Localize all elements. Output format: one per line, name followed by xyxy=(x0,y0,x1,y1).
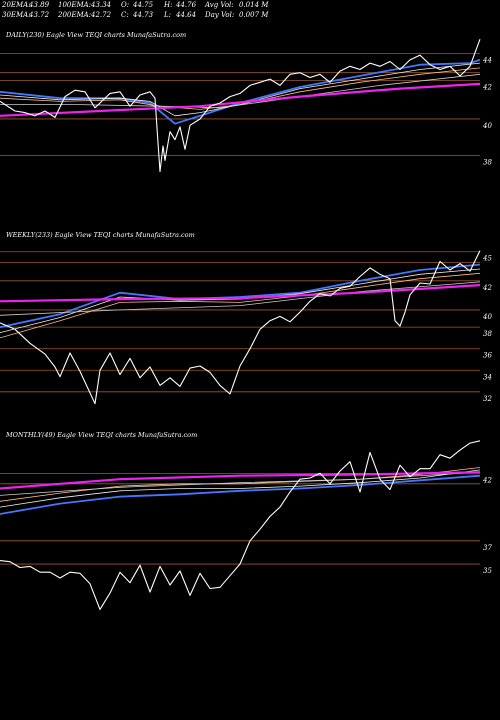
weekly-tick-label: 42 xyxy=(482,284,492,292)
daily-tick-label: 44 xyxy=(482,57,492,65)
weekly-tick-label: 38 xyxy=(483,330,492,338)
weekly-ema50-line xyxy=(0,272,481,339)
stat-label: 20EMA: xyxy=(2,1,31,9)
stat-label: O: xyxy=(121,1,130,9)
stat-label: Day Vol: xyxy=(205,11,235,19)
weekly-ema100-line xyxy=(0,281,481,316)
weekly-tick-label: 32 xyxy=(483,395,492,403)
stat-value: 44.76 xyxy=(176,1,197,9)
weekly-chart-title: WEEKLY(233) Eagle View TEQI charts Munaf… xyxy=(6,231,195,239)
monthly-ema200-line xyxy=(0,471,481,490)
stat-value: 44.73 xyxy=(133,11,154,19)
weekly-tick-label: 36 xyxy=(483,352,492,360)
monthly-tick-label: 35 xyxy=(483,567,492,575)
monthly-chart: 42 37 35 xyxy=(0,440,492,610)
daily-price-line xyxy=(0,39,481,173)
daily-ema100-line xyxy=(0,73,481,109)
weekly-tick-label: 40 xyxy=(482,313,492,321)
daily-ema30-line xyxy=(0,62,481,117)
weekly-ema200-line xyxy=(0,284,481,303)
stat-value: 44.64 xyxy=(176,11,197,19)
stat-value: 43.72 xyxy=(29,11,50,19)
stat-label: Avg Vol: xyxy=(205,1,234,9)
stat-value: 43.34 xyxy=(91,1,112,9)
daily-tick-label: 40 xyxy=(482,122,492,130)
daily-tick-label: 42 xyxy=(482,84,492,92)
stat-label: H: xyxy=(164,1,173,9)
monthly-chart-title: MONTHLY(49) Eagle View TEQI charts Munaf… xyxy=(6,431,198,439)
weekly-ema20-line xyxy=(0,263,481,329)
stat-value: 43.89 xyxy=(29,1,50,9)
weekly-price-line xyxy=(0,250,481,405)
daily-chart-title: DAILY(230) Eagle View TEQI charts Munafa… xyxy=(6,31,187,39)
stat-label: C: xyxy=(121,11,129,19)
monthly-tick-label: 42 xyxy=(482,476,492,484)
monthly-ema20-line xyxy=(0,474,481,515)
stat-value: 0.014 M xyxy=(239,1,269,9)
stat-label: 30EMA: xyxy=(2,11,31,19)
weekly-tick-label: 34 xyxy=(483,373,492,381)
daily-tick-label: 38 xyxy=(483,159,492,167)
monthly-ema30-line xyxy=(0,469,481,508)
stat-value: 0.007 M xyxy=(239,11,269,19)
stat-label: 100EMA: xyxy=(58,1,92,9)
monthly-price-line xyxy=(0,440,481,610)
monthly-ema50-line xyxy=(0,467,481,502)
stat-label: 200EMA: xyxy=(58,11,92,19)
stat-value: 44.75 xyxy=(133,1,154,9)
monthly-tick-label: 37 xyxy=(483,544,492,552)
daily-ema200-line xyxy=(0,82,481,117)
daily-chart: 44 42 40 38 xyxy=(0,39,492,173)
monthly-ema100-line xyxy=(0,471,481,496)
weekly-tick-label: 45 xyxy=(482,255,492,263)
stat-label: L: xyxy=(164,11,172,19)
stat-value: 42.72 xyxy=(91,11,112,19)
weekly-chart: 45 42 40 38 36 34 32 xyxy=(0,250,492,405)
